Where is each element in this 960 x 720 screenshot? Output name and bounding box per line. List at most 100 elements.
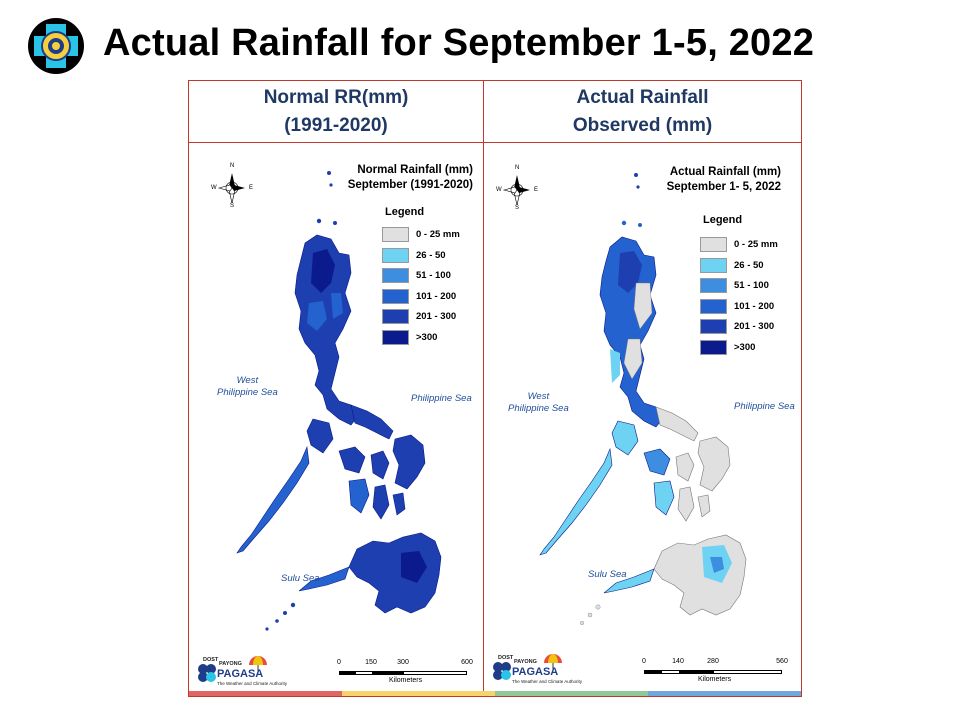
legend-label: 101 - 200: [416, 290, 457, 302]
legend-swatch: [700, 298, 727, 314]
pagasa-tagline: The Weather and Climate Authority: [512, 679, 582, 684]
scale-tick-0: 0: [337, 659, 341, 666]
scale-tick-3: 560: [776, 658, 788, 665]
legend-swatch: [382, 247, 409, 263]
scale-tick-0: 0: [642, 658, 646, 665]
right-column-header: Actual Rainfall Observed (mm): [484, 81, 801, 142]
legend-swatch: [700, 319, 727, 334]
right-sea-west: West Philippine Sea: [508, 391, 569, 415]
stripe-segment: [189, 691, 342, 696]
legend-label: 26 - 50: [734, 259, 764, 271]
legend-label: 201 - 300: [734, 321, 775, 332]
right-map-title-line-1: Actual Rainfall (mm): [669, 166, 781, 178]
legend-label: >300: [734, 341, 756, 353]
legend-item: 26 - 50: [382, 247, 446, 263]
payong-label: PAYONG: [514, 659, 537, 665]
umbrella-icon: [249, 656, 267, 673]
slide-title: Actual Rainfall for September 1-5, 2022: [103, 22, 815, 64]
compass-w: W: [496, 187, 502, 193]
legend-label: 201 - 300: [416, 311, 457, 322]
legend-label: 51 - 100: [416, 270, 451, 281]
bottom-color-stripe: [189, 691, 801, 696]
compass-rose-icon: [217, 173, 245, 204]
pagasa-name: PAGASA: [512, 666, 559, 678]
right-scale-bar: 0 140 280 560 Kilometers: [642, 658, 788, 690]
scale-tick-2: 280: [707, 658, 719, 665]
right-sea-east: Philippine Sea: [734, 401, 795, 412]
actual-rainfall-map-panel: N S W E Actual Rainfall (mm) September 1…: [484, 143, 801, 696]
scale-unit: Kilometers: [389, 677, 423, 684]
legend-label: 51 - 100: [734, 280, 769, 291]
left-sea-south: Sulu Sea: [281, 573, 320, 584]
legend-swatch: [382, 329, 409, 345]
left-column-header: Normal RR(mm) (1991-2020): [189, 81, 483, 142]
legend-swatch: [700, 257, 727, 273]
pagasa-tagline: The Weather and Climate Authority: [217, 681, 287, 686]
legend-item: 201 - 300: [700, 319, 774, 334]
scale-bar-graphic: [644, 670, 782, 674]
legend-label: 26 - 50: [416, 249, 446, 261]
right-map-title: Actual Rainfall (mm) September 1- 5, 202…: [667, 165, 781, 195]
compass-n: N: [515, 165, 520, 171]
stripe-segment: [495, 691, 648, 696]
legend-swatch: [382, 309, 409, 324]
legend-swatch: [382, 268, 409, 283]
left-sea-west-line-2: Philippine Sea: [217, 387, 278, 398]
legend-swatch: [382, 227, 409, 242]
legend-item: 0 - 25 mm: [700, 237, 778, 252]
compass-n: N: [230, 163, 235, 169]
compass-w: W: [211, 185, 217, 191]
left-header-line-1: Normal RR(mm): [263, 86, 409, 108]
scale-unit: Kilometers: [698, 676, 732, 683]
legend-label: >300: [416, 331, 438, 343]
pagasa-mark-icon: [198, 664, 216, 682]
legend-label: 101 - 200: [734, 300, 775, 312]
left-map-title: Normal Rainfall (mm) September (1991-202…: [348, 163, 473, 193]
normal-rainfall-map-panel: N S W E Normal Rainfall (mm) September (…: [189, 143, 483, 696]
stripe-segment: [342, 691, 495, 696]
left-sea-east: Philippine Sea: [411, 393, 472, 404]
left-map-title-line-2: September (1991-2020): [347, 179, 473, 191]
right-header-line-1: Actual Rainfall: [576, 86, 709, 108]
scale-tick-2: 300: [397, 659, 409, 666]
normal-rainfall-map: [236, 171, 442, 631]
left-sea-west: West Philippine Sea: [217, 375, 278, 399]
legend-item: 0 - 25 mm: [382, 227, 460, 242]
legend-item: 201 - 300: [382, 309, 456, 324]
legend-label: 0 - 25 mm: [416, 229, 460, 240]
left-map-title-line-1: Normal Rainfall (mm): [357, 164, 473, 176]
legend-swatch: [700, 278, 727, 293]
legend-swatch: [700, 339, 727, 355]
scale-bar-graphic: [339, 671, 467, 675]
left-sea-west-line-1: West: [236, 375, 259, 386]
umbrella-icon: [544, 654, 562, 671]
pagasa-mark-icon: [493, 662, 511, 680]
right-sea-west-line-1: West: [527, 391, 550, 402]
dost-label: DOST: [203, 657, 219, 663]
header-divider: [189, 142, 801, 143]
legend-item: 101 - 200: [382, 288, 457, 304]
legend-label: 0 - 25 mm: [734, 239, 778, 250]
right-sea-south: Sulu Sea: [588, 569, 627, 580]
right-map-title-line-2: September 1- 5, 2022: [666, 181, 781, 193]
scale-tick-1: 140: [672, 658, 684, 665]
left-legend-title: Legend: [385, 206, 425, 218]
compass-s: S: [230, 203, 235, 209]
stripe-segment: [648, 691, 801, 696]
right-sea-west-line-2: Philippine Sea: [508, 403, 569, 414]
compass-rose-icon: [502, 175, 530, 206]
legend-item: >300: [700, 339, 756, 355]
left-north-arrow: N S W E: [211, 163, 253, 209]
left-scale-bar: 0 150 300 600 Kilometers: [337, 659, 473, 691]
dost-label: DOST: [498, 655, 514, 661]
compass-s: S: [515, 205, 520, 211]
column-divider: [483, 81, 484, 696]
actual-rainfall-map: [539, 173, 747, 626]
pagasa-name: PAGASA: [217, 668, 264, 680]
scale-tick-3: 600: [461, 659, 473, 666]
right-header-line-2: Observed (mm): [572, 114, 713, 136]
compass-e: E: [249, 185, 254, 191]
legend-item: 51 - 100: [700, 278, 769, 293]
legend-item: 101 - 200: [700, 298, 775, 314]
compass-e: E: [534, 187, 539, 193]
